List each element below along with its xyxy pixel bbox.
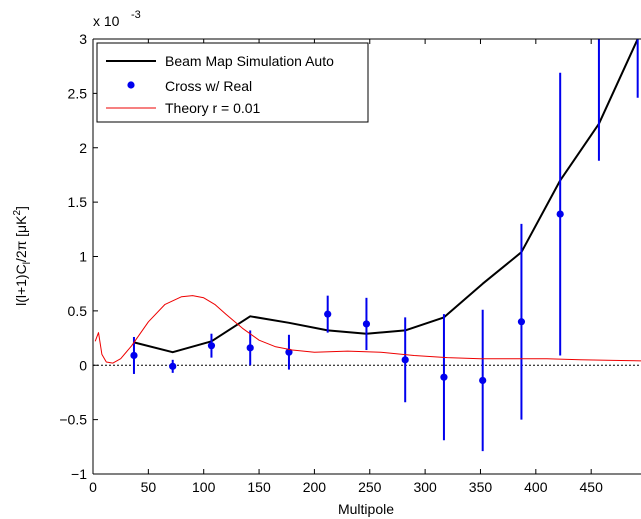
y-tick-label: 1 xyxy=(79,249,87,265)
plot-area xyxy=(93,39,641,452)
y-tick-label: 1.5 xyxy=(68,194,88,210)
x-tick-label: 150 xyxy=(247,479,271,495)
y-axis-label-sub: l xyxy=(22,262,33,264)
x-tick-label: 200 xyxy=(303,479,327,495)
y-axis-label-part: ] xyxy=(13,206,29,210)
x-tick-label: 250 xyxy=(358,479,382,495)
x-tick-label: 450 xyxy=(580,479,604,495)
y-tick-label: 0 xyxy=(79,357,87,373)
data-point xyxy=(440,373,448,381)
x-axis-label: Multipole xyxy=(338,501,394,517)
x-tick-label: 100 xyxy=(192,479,216,495)
legend: Beam Map Simulation Auto Cross w/ Real T… xyxy=(96,42,369,123)
x-tick-label: 400 xyxy=(524,479,548,495)
x-tick-label: 50 xyxy=(141,479,157,495)
x-tick-label: 350 xyxy=(469,479,493,495)
y-tick-label: 2 xyxy=(79,140,87,156)
x-tick-label: 0 xyxy=(89,479,97,495)
y-tick-label: −0.5 xyxy=(59,412,87,428)
legend-box xyxy=(96,42,369,123)
data-point xyxy=(556,210,564,218)
x-tick-label: 300 xyxy=(413,479,437,495)
legend-label-beam-map: Beam Map Simulation Auto xyxy=(165,53,334,69)
y-exponent-power: -3 xyxy=(131,9,141,21)
series-line-2 xyxy=(94,295,641,364)
y-tick-label: 2.5 xyxy=(68,85,88,101)
data-point xyxy=(207,342,216,350)
data-point xyxy=(285,348,293,356)
data-point xyxy=(246,344,254,352)
data-point xyxy=(169,362,177,370)
legend-label-cross-real: Cross w/ Real xyxy=(165,78,252,94)
y-axis-label-part: l(l+1)C xyxy=(13,264,29,306)
data-point xyxy=(517,318,526,326)
y-axis-label: l(l+1)Cl/2π [μK2] xyxy=(12,206,33,306)
y-tick-label: 0.5 xyxy=(68,303,88,319)
y-tick-label: 3 xyxy=(79,31,87,47)
data-point xyxy=(324,310,332,318)
y-tick-label: −1 xyxy=(71,466,87,482)
y-axis-label-sup: 2 xyxy=(12,210,23,216)
legend-label-theory: Theory r = 0.01 xyxy=(165,100,261,116)
y-exponent-base: x 10 xyxy=(93,13,120,29)
data-point xyxy=(401,356,409,364)
data-point xyxy=(362,320,371,328)
axes: 0 50 100 150 200 250 300 350 400 450 −1 −0.5 0 0.5 1 1.… xyxy=(59,31,641,495)
y-axis-label-part: /2π [μK xyxy=(13,215,29,262)
data-point xyxy=(479,376,487,385)
series-line-0 xyxy=(133,39,639,354)
data-point xyxy=(130,351,138,360)
legend-swatch-cross-real xyxy=(127,81,135,89)
